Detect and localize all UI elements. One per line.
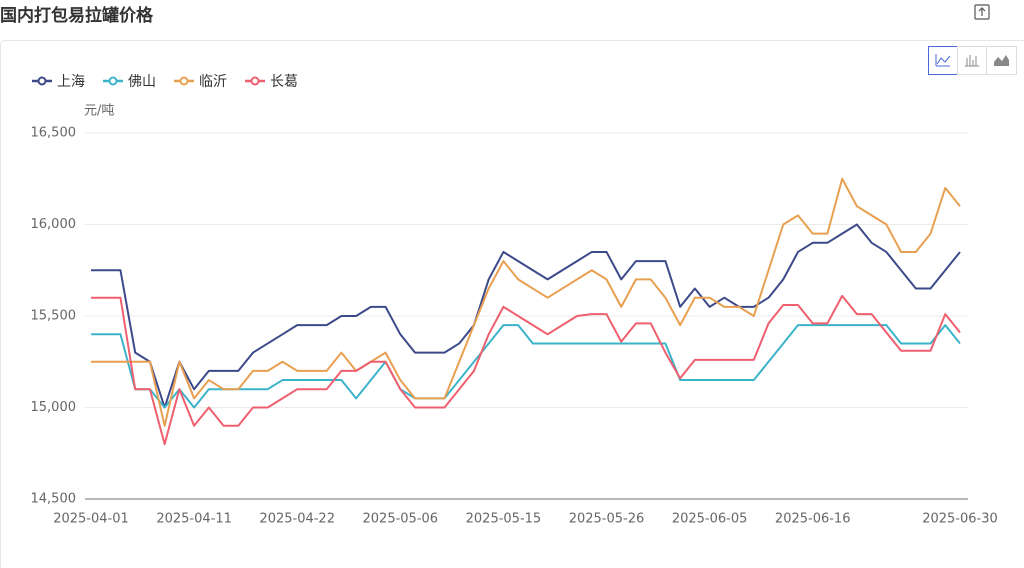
legend-item: 佛山 — [103, 74, 156, 90]
x-tick-label: 2025-06-16 — [775, 512, 851, 527]
legend-item: 上海 — [32, 74, 85, 90]
toolbar — [928, 46, 1017, 75]
legend-label: 上海 — [57, 74, 85, 90]
series-line — [91, 324, 961, 409]
series-line — [91, 223, 961, 409]
line-icon — [935, 54, 951, 67]
legend-item: 长葛 — [245, 74, 298, 90]
legend-dot — [37, 76, 47, 86]
legend-label: 佛山 — [128, 74, 156, 90]
x-tick-label: 2025-05-26 — [569, 512, 645, 527]
y-axis-unit: 元/吨 — [84, 104, 114, 119]
legend-dot — [179, 76, 189, 86]
chart-title: 国内打包易拉罐价格 — [0, 5, 154, 26]
legend-label: 临沂 — [199, 74, 227, 90]
legend-item: 临沂 — [174, 74, 227, 90]
y-tick-label: 16,500 — [31, 126, 77, 141]
x-tick-label: 2025-06-05 — [672, 512, 748, 527]
y-tick-label: 15,000 — [31, 400, 77, 415]
y-tick-label: 14,500 — [31, 492, 77, 507]
card — [0, 40, 1024, 568]
legend-dot — [250, 76, 260, 86]
line-button[interactable] — [928, 46, 958, 75]
bar-icon — [965, 55, 979, 67]
x-tick-label: 2025-05-15 — [466, 512, 542, 527]
x-tick-label: 2025-05-06 — [363, 512, 439, 527]
x-tick-label: 2025-04-11 — [156, 512, 232, 527]
area-icon — [994, 55, 1009, 66]
legend-label: 长葛 — [270, 74, 298, 90]
x-tick-label: 2025-04-22 — [259, 512, 335, 527]
bar-button[interactable] — [957, 46, 987, 75]
y-tick-label: 16,000 — [31, 217, 77, 232]
y-tick-label: 15,500 — [31, 309, 77, 324]
x-tick-label: 2025-04-01 — [53, 512, 129, 527]
x-tick-label: 2025-06-30 — [922, 512, 998, 527]
export-icon[interactable] — [974, 4, 990, 20]
legend-dot — [108, 76, 118, 86]
series-line — [91, 177, 961, 427]
series-line — [91, 294, 961, 446]
